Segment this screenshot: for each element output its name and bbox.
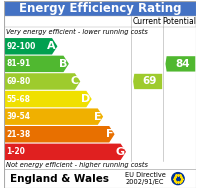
Text: A: A bbox=[47, 41, 56, 51]
Text: 21-38: 21-38 bbox=[6, 130, 31, 139]
Text: 92-100: 92-100 bbox=[6, 42, 36, 51]
Text: Current: Current bbox=[132, 17, 161, 26]
Bar bbox=[4, 16, 196, 27]
Text: 84: 84 bbox=[175, 59, 190, 69]
Polygon shape bbox=[165, 56, 195, 72]
Text: 1-20: 1-20 bbox=[6, 147, 25, 156]
Text: England & Wales: England & Wales bbox=[10, 174, 109, 184]
Text: C: C bbox=[71, 77, 79, 86]
Polygon shape bbox=[5, 91, 92, 107]
Text: B: B bbox=[59, 59, 67, 69]
Polygon shape bbox=[5, 126, 115, 143]
Text: Energy Efficiency Rating: Energy Efficiency Rating bbox=[19, 2, 181, 15]
Text: Very energy efficient - lower running costs: Very energy efficient - lower running co… bbox=[6, 29, 148, 35]
Circle shape bbox=[172, 173, 184, 185]
Text: F: F bbox=[106, 129, 113, 139]
Text: EU Directive
2002/91/EC: EU Directive 2002/91/EC bbox=[125, 172, 166, 185]
Text: 81-91: 81-91 bbox=[6, 59, 31, 68]
Text: D: D bbox=[81, 94, 90, 104]
Text: 55-68: 55-68 bbox=[6, 95, 30, 104]
Text: Not energy efficient - higher running costs: Not energy efficient - higher running co… bbox=[6, 162, 148, 168]
Text: E: E bbox=[94, 112, 102, 122]
Polygon shape bbox=[5, 144, 126, 160]
Text: 39-54: 39-54 bbox=[6, 112, 30, 121]
Polygon shape bbox=[5, 73, 80, 90]
Bar bbox=[4, 1, 196, 16]
Polygon shape bbox=[5, 108, 103, 125]
Text: 69: 69 bbox=[142, 77, 157, 86]
Polygon shape bbox=[5, 56, 69, 72]
Text: G: G bbox=[115, 147, 124, 157]
Polygon shape bbox=[133, 74, 162, 89]
Polygon shape bbox=[5, 38, 57, 55]
Text: Potential: Potential bbox=[163, 17, 197, 26]
Text: 69-80: 69-80 bbox=[6, 77, 31, 86]
